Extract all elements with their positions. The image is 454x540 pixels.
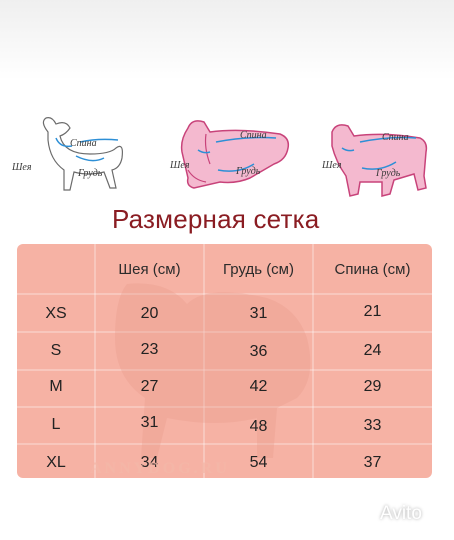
top-gradient [0,0,454,80]
back-value: 33 [363,417,382,434]
neck-label: Шея [322,160,342,171]
chest-value: 54 [249,454,268,471]
size-label: XS [45,305,67,322]
back-label: Спина [382,132,409,143]
chest-value: 48 [249,418,268,435]
chest-value: 31 [249,305,268,322]
back-label: Спина [70,138,97,149]
size-label: M [49,378,63,395]
chest-value: 42 [249,378,268,395]
back-value: 37 [363,454,382,471]
dog-overall-icon [331,124,428,197]
dog-measure-illustration-1: Спина Шея Грудь [12,112,140,217]
header-neck: Шея (см) [118,261,181,278]
site-watermark: ANNYDOG.RU [90,460,230,477]
back-value: 21 [363,303,382,320]
neck-label: Шея [12,162,32,173]
neck-label: Шея [170,160,190,171]
page-title: Размерная сетка [112,204,320,234]
dog-sweater-icon [180,120,290,189]
size-label: S [50,342,62,359]
neck-value: 27 [140,378,159,395]
size-label: XL [46,454,66,471]
size-label: L [51,416,61,433]
avito-watermark: Avito [346,502,422,526]
size-table: Шея (см) Грудь (см) Спина (см) XS 20 31 … [17,244,432,478]
chest-label: Грудь [78,168,103,179]
back-value: 29 [363,378,382,395]
table-grid [17,244,432,478]
dog-outline-icon [42,117,123,191]
avito-logo-icon [349,504,372,524]
dog-measure-illustration-3: Спина Шея Грудь [318,112,438,207]
neck-value: 20 [140,305,159,322]
chest-value: 36 [249,343,268,360]
back-label: Спина [240,130,267,141]
neck-value: 31 [140,414,159,431]
dog-silhouette-watermark [115,283,311,458]
neck-value: 34 [140,454,159,471]
chest-label: Грудь [236,166,261,177]
header-back: Спина (см) [334,261,411,278]
chest-label: Грудь [376,168,401,179]
neck-value: 23 [140,341,159,358]
back-value: 24 [363,342,382,359]
header-chest: Грудь (см) [223,261,294,278]
avito-brand-text: Avito [380,503,422,524]
dog-measure-illustration-2: Спина Шея Грудь [168,112,298,207]
